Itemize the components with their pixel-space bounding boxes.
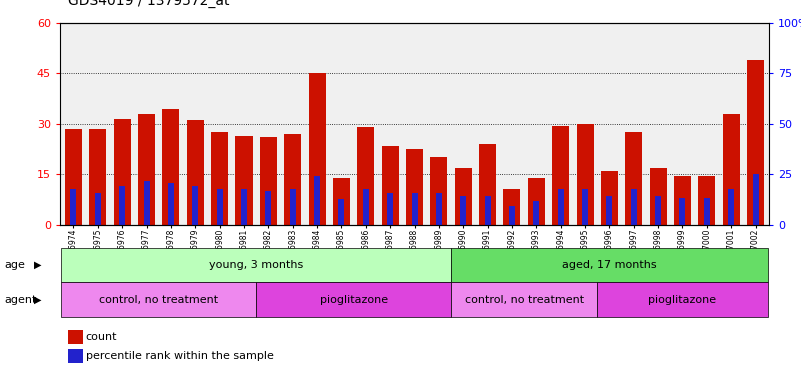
Bar xyxy=(187,121,203,225)
Bar xyxy=(577,124,594,225)
Text: aged, 17 months: aged, 17 months xyxy=(562,260,657,270)
Bar xyxy=(62,282,256,317)
Bar xyxy=(533,201,539,225)
Bar xyxy=(143,181,150,225)
Bar xyxy=(723,114,740,225)
Bar xyxy=(163,109,179,225)
Text: count: count xyxy=(86,332,117,342)
Bar xyxy=(89,129,107,225)
Bar xyxy=(192,186,199,225)
Bar xyxy=(753,174,759,225)
Text: percentile rank within the sample: percentile rank within the sample xyxy=(86,351,274,361)
Bar xyxy=(679,198,686,225)
Bar xyxy=(606,196,613,225)
Text: age: age xyxy=(4,260,25,270)
Bar xyxy=(95,193,101,225)
Bar xyxy=(114,119,131,225)
Bar xyxy=(598,282,767,317)
Text: control, no treatment: control, no treatment xyxy=(465,295,584,305)
Text: ▶: ▶ xyxy=(34,295,41,305)
Bar xyxy=(138,114,155,225)
Bar xyxy=(235,136,252,225)
Bar xyxy=(381,146,399,225)
Bar xyxy=(284,134,301,225)
Bar xyxy=(256,282,451,317)
Bar xyxy=(308,73,325,225)
Bar xyxy=(314,176,320,225)
Text: control, no treatment: control, no treatment xyxy=(99,295,219,305)
Bar xyxy=(582,189,588,225)
Bar xyxy=(557,189,564,225)
Bar xyxy=(333,178,350,225)
Bar xyxy=(119,186,125,225)
Bar xyxy=(630,189,637,225)
Bar xyxy=(412,193,417,225)
Bar xyxy=(260,137,277,225)
Bar xyxy=(728,189,735,225)
Bar xyxy=(290,189,296,225)
Bar xyxy=(601,171,618,225)
Bar xyxy=(168,183,174,225)
Bar xyxy=(704,198,710,225)
Text: GDS4019 / 1379572_at: GDS4019 / 1379572_at xyxy=(68,0,230,8)
Bar xyxy=(430,157,448,225)
Bar xyxy=(62,248,451,282)
Bar xyxy=(528,178,545,225)
Bar xyxy=(455,167,472,225)
Bar xyxy=(387,193,393,225)
Bar xyxy=(357,127,374,225)
Bar xyxy=(504,189,521,225)
Bar xyxy=(461,196,466,225)
Bar xyxy=(451,248,767,282)
Bar xyxy=(747,60,764,225)
Bar xyxy=(650,167,666,225)
Bar xyxy=(65,129,82,225)
Text: young, 3 months: young, 3 months xyxy=(209,260,304,270)
Text: ▶: ▶ xyxy=(34,260,41,270)
Text: pioglitazone: pioglitazone xyxy=(320,295,388,305)
Text: pioglitazone: pioglitazone xyxy=(649,295,717,305)
Bar xyxy=(265,191,272,225)
Bar xyxy=(339,199,344,225)
Bar xyxy=(406,149,423,225)
Bar xyxy=(216,189,223,225)
Bar xyxy=(479,144,496,225)
Bar xyxy=(241,189,247,225)
Bar xyxy=(626,132,642,225)
Text: agent: agent xyxy=(4,295,36,305)
Bar xyxy=(211,132,228,225)
Bar xyxy=(509,206,515,225)
Bar xyxy=(674,176,691,225)
Bar xyxy=(485,196,490,225)
Bar xyxy=(552,126,570,225)
Bar xyxy=(655,196,661,225)
Bar xyxy=(363,189,368,225)
Bar xyxy=(451,282,598,317)
Bar xyxy=(70,189,76,225)
Bar xyxy=(436,193,442,225)
Bar xyxy=(698,176,715,225)
